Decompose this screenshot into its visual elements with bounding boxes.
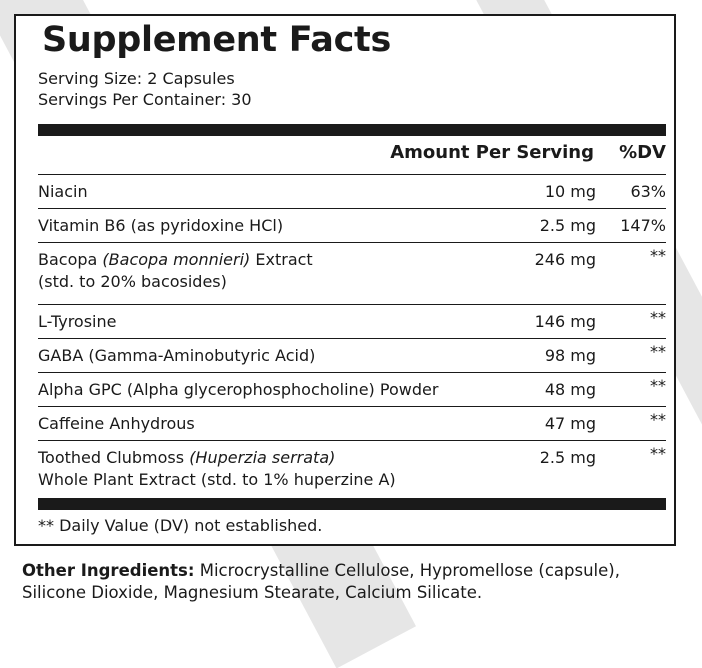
nutrient-name-part: Bacopa xyxy=(38,250,103,269)
serving-size: Serving Size: 2 Capsules xyxy=(38,69,235,88)
nutrient-name: Alpha GPC (Alpha glycerophosphocholine) … xyxy=(38,380,439,399)
nutrient-name: Vitamin B6 (as pyridoxine HCl) xyxy=(38,216,284,235)
other-ingredients-label: Other Ingredients: xyxy=(22,561,195,580)
nutrient-dv: ** xyxy=(650,246,666,265)
other-ingredients-text: Microcrystalline Cellulose, Hypromellose… xyxy=(22,561,620,602)
nutrient-dv: ** xyxy=(650,308,666,327)
nutrient-amount: 48 mg xyxy=(544,380,596,399)
nutrient-amount: 146 mg xyxy=(534,312,596,331)
nutrient-row: Toothed Clubmoss (Huperzia serrata) Whol… xyxy=(38,440,666,498)
nutrient-name: Caffeine Anhydrous xyxy=(38,414,195,433)
nutrient-name-line2: Whole Plant Extract (std. to 1% huperzin… xyxy=(38,470,396,489)
bottom-divider-bar xyxy=(38,498,666,510)
nutrient-dv: ** xyxy=(650,410,666,429)
nutrient-amount: 10 mg xyxy=(544,182,596,201)
nutrient-amount: 246 mg xyxy=(534,250,596,269)
top-divider-bar xyxy=(38,124,666,136)
nutrient-name-part: Extract xyxy=(250,250,313,269)
nutrient-row: GABA (Gamma-Aminobutyric Acid) 98 mg ** xyxy=(38,338,666,372)
column-header-row: Amount Per Serving %DV xyxy=(38,138,666,172)
other-ingredients: Other Ingredients: Microcrystalline Cell… xyxy=(22,560,682,604)
dv-footnote: ** Daily Value (DV) not established. xyxy=(38,516,323,535)
amount-header: Amount Per Serving xyxy=(390,142,594,163)
nutrient-name: Bacopa (Bacopa monnieri) Extract (std. t… xyxy=(38,249,508,293)
nutrient-name: Toothed Clubmoss (Huperzia serrata) Whol… xyxy=(38,447,508,491)
supplement-facts-panel: Supplement Facts Serving Size: 2 Capsule… xyxy=(14,14,676,546)
nutrient-name: GABA (Gamma-Aminobutyric Acid) xyxy=(38,346,316,365)
nutrient-row: Vitamin B6 (as pyridoxine HCl) 2.5 mg 14… xyxy=(38,208,666,242)
nutrient-latin-name: (Huperzia serrata) xyxy=(189,448,336,467)
dv-header: %DV xyxy=(619,142,666,163)
nutrient-row: Bacopa (Bacopa monnieri) Extract (std. t… xyxy=(38,242,666,298)
nutrient-amount: 47 mg xyxy=(544,414,596,433)
nutrient-latin-name: (Bacopa monnieri) xyxy=(102,250,251,269)
nutrient-amount: 98 mg xyxy=(544,346,596,365)
nutrient-dv: ** xyxy=(650,342,666,361)
servings-per-container: Servings Per Container: 30 xyxy=(38,90,252,109)
nutrient-name: L-Tyrosine xyxy=(38,312,117,331)
nutrient-amount: 2.5 mg xyxy=(539,216,596,235)
nutrient-name-line2: (std. to 20% bacosides) xyxy=(38,272,227,291)
nutrient-name: Niacin xyxy=(38,182,88,201)
nutrient-name-part: Toothed Clubmoss xyxy=(38,448,190,467)
panel-title: Supplement Facts xyxy=(42,20,391,60)
nutrient-row: Alpha GPC (Alpha glycerophosphocholine) … xyxy=(38,372,666,406)
nutrient-amount: 2.5 mg xyxy=(539,448,596,467)
nutrient-row: Niacin 10 mg 63% xyxy=(38,174,666,208)
nutrient-row: L-Tyrosine 146 mg ** xyxy=(38,304,666,338)
nutrient-dv: ** xyxy=(650,444,666,463)
nutrient-dv: ** xyxy=(650,376,666,395)
nutrient-dv: 147% xyxy=(620,216,666,235)
nutrient-row: Caffeine Anhydrous 47 mg ** xyxy=(38,406,666,440)
nutrient-dv: 63% xyxy=(630,182,666,201)
